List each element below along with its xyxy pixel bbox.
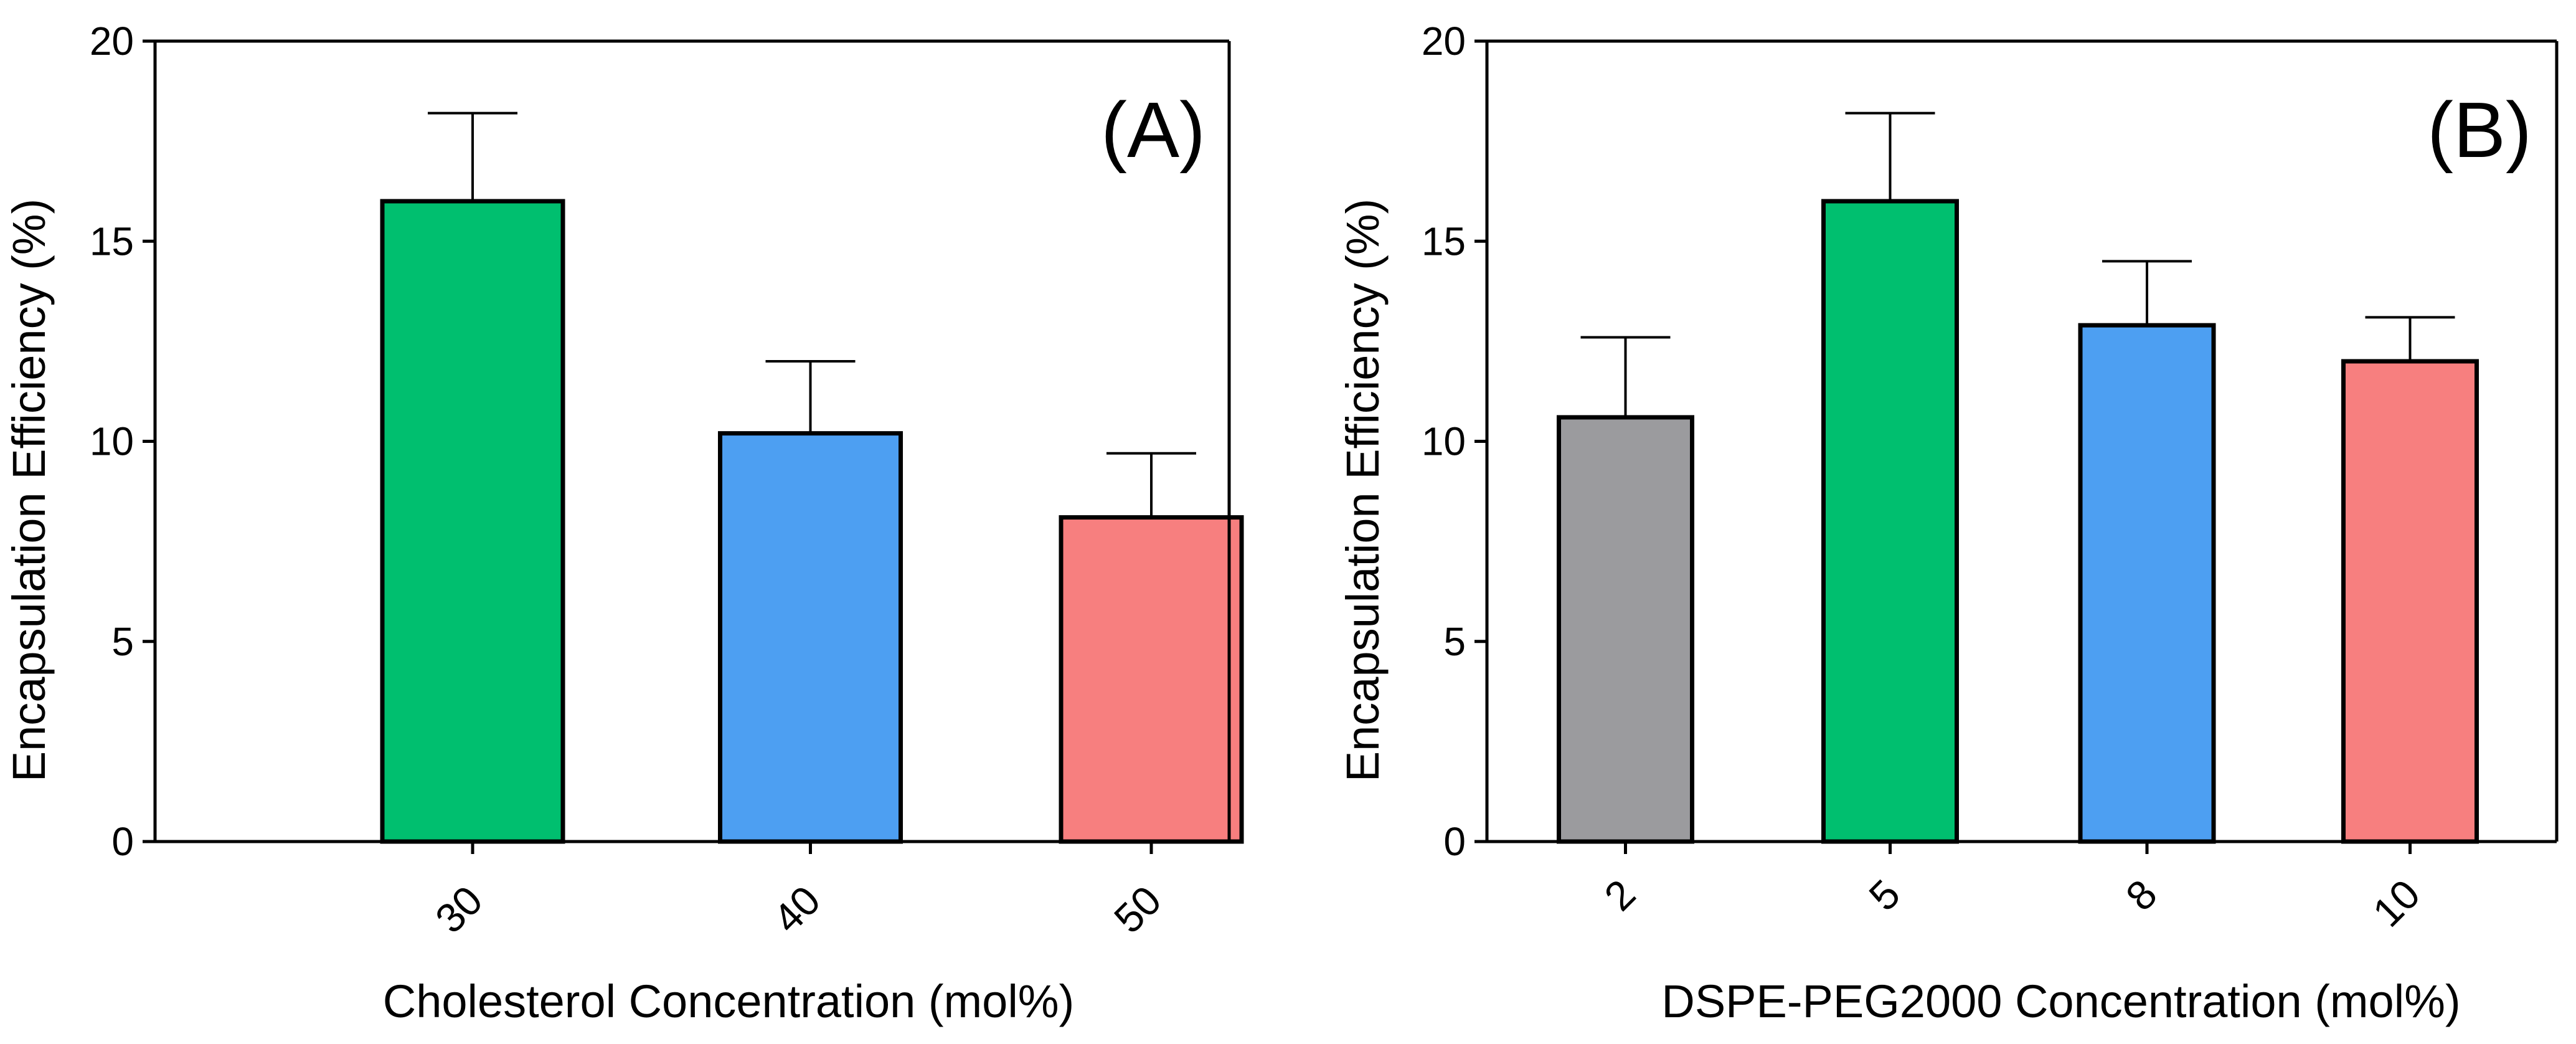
panel-a-chart: Encapsulation Efficiency (%) (A) Cholest…	[3, 19, 1244, 1027]
panel-a-y-axis-title: Encapsulation Efficiency (%)	[3, 199, 55, 782]
y-tick-label: 15	[1422, 219, 1466, 263]
panel-a-bars	[380, 199, 1244, 844]
bar-50	[1059, 515, 1244, 844]
x-category-label: 5	[1860, 871, 1908, 919]
panel-a-y-ticks: 0 5 10 15 20	[90, 19, 155, 864]
panel-b-category-labels: 2 5 8 10	[1595, 842, 2428, 936]
panel-b-y-axis-title: Encapsulation Efficiency (%)	[1337, 199, 1389, 782]
x-category-label: 10	[2364, 871, 2428, 936]
y-tick-label: 10	[1422, 419, 1466, 464]
panel-b-bars	[1557, 199, 2479, 844]
bar-2	[1557, 415, 1694, 844]
panel-b-label: (B)	[2427, 86, 2532, 174]
panel-a-label: (A)	[1101, 86, 1205, 174]
x-category-label: 2	[1595, 871, 1644, 919]
bar-5	[1821, 199, 1959, 844]
x-category-label: 40	[764, 877, 829, 942]
panel-b-error-bars	[1580, 112, 2455, 417]
panel-a-x-axis-title: Cholesterol Concentration (mol%)	[383, 975, 1074, 1027]
x-category-label: 30	[427, 877, 491, 942]
y-tick-label: 5	[111, 619, 134, 664]
y-tick-label: 15	[90, 219, 134, 263]
panel-b-chart: Encapsulation Efficiency (%) (B) DSPE-PE…	[1337, 19, 2559, 1027]
panel-b-x-axis-title: DSPE-PEG2000 Concentration (mol%)	[1661, 975, 2460, 1027]
y-tick-label: 20	[1422, 19, 1466, 64]
panel-b-y-ticks: 0 5 10 15 20	[1422, 19, 1487, 864]
x-category-label: 50	[1105, 877, 1170, 942]
bar-8	[2078, 323, 2216, 844]
bar-40	[718, 431, 903, 844]
y-tick-label: 20	[90, 19, 134, 64]
y-tick-label: 0	[1443, 819, 1466, 864]
panel-a-error-bars	[428, 112, 1196, 518]
y-tick-label: 0	[111, 819, 134, 864]
y-tick-label: 10	[90, 419, 134, 464]
x-category-label: 8	[2117, 871, 2166, 919]
panel-a-category-labels: 30 40 50	[427, 842, 1170, 942]
y-tick-label: 5	[1443, 619, 1466, 664]
bar-10	[2341, 359, 2479, 844]
bar-30	[380, 199, 565, 844]
